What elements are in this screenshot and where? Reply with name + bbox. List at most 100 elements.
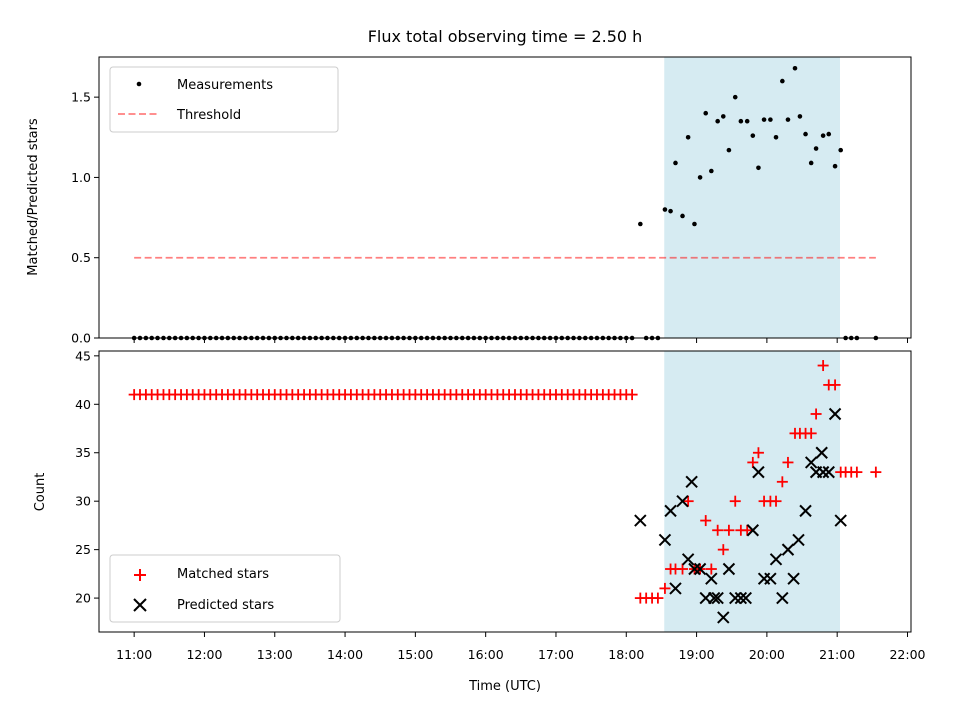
matched-stars-point [782, 456, 794, 468]
count-highlight-span [664, 351, 840, 632]
predicted-stars-point [711, 591, 724, 605]
predicted-stars-point-b [792, 533, 805, 547]
count-panel-axis: 20 25 30 35 40 45 11:00 12:00 13:00 14:00 15:00 16:… [75, 348, 925, 662]
matched-stars-point [723, 524, 735, 536]
ratio-panel-span-layer [664, 57, 840, 338]
count-y-tick-label: 25 [75, 542, 91, 557]
legend-predicted-label: Predicted stars [177, 598, 274, 613]
predicted-stars-point [746, 524, 760, 537]
measurement-point [768, 117, 773, 122]
matched-stars-point [752, 447, 764, 459]
legend-matched-marker [134, 569, 146, 581]
predicted-stars-point [688, 562, 701, 576]
predicted-stars-point-b [781, 543, 795, 556]
count-panel-legend-box [109, 554, 341, 623]
predicted-stars-point [664, 504, 677, 518]
matched-stars-point [682, 495, 694, 507]
count-panel-legend: Matched stars Predicted stars [109, 554, 341, 623]
x-tick-label: 19:00 [679, 647, 715, 662]
x-tick-label: 13:00 [257, 647, 293, 662]
matched-stars-point [626, 389, 638, 401]
predicted-stars-point-b [711, 591, 724, 605]
predicted-stars-point [739, 591, 752, 605]
matched-stars-point [747, 456, 759, 468]
predicted-stars-point-b [681, 553, 695, 566]
predicted-stars-point [669, 582, 682, 595]
measurement-point [813, 146, 819, 151]
count-y-tick-label: 45 [75, 348, 91, 363]
predicted-stars-point-b [669, 582, 682, 595]
matched-stars-point [829, 379, 841, 391]
matched-stars-point [805, 427, 817, 439]
count-panel-y-label: Count [33, 473, 48, 512]
measurement-point [715, 118, 720, 124]
predicted-stars-point-b [688, 562, 701, 576]
count-panel-marks [128, 360, 882, 624]
x-tick-label: 16:00 [468, 647, 504, 662]
x-tick-label: 22:00 [889, 647, 925, 662]
measurement-point [744, 118, 750, 124]
x-tick-label: 17:00 [538, 647, 574, 662]
predicted-stars-point [769, 553, 783, 566]
x-axis-label: Time (UTC) [468, 679, 541, 694]
matched-stars-point [717, 544, 729, 556]
ratio-panel-axis: 0.0 0.5 1.0 1.5 [71, 90, 908, 346]
predicted-stars-point-b [787, 572, 800, 585]
matched-stars-point [659, 582, 671, 594]
count-y-tick-label: 40 [75, 397, 91, 412]
x-tick-label: 20:00 [749, 647, 785, 662]
predicted-stars-point [834, 514, 847, 527]
figure-title: Flux total observing time = 2.50 h [368, 27, 643, 46]
measurement-point [673, 160, 678, 166]
x-tick-label: 15:00 [397, 647, 433, 662]
x-tick-label: 18:00 [608, 647, 644, 662]
measurement-point [780, 78, 785, 84]
predicted-stars-point [792, 533, 805, 547]
predicted-stars-point-b [746, 524, 760, 537]
count-panel-frame [98, 350, 912, 633]
legend-matched-label: Matched stars [177, 567, 269, 582]
predicted-stars-point [705, 572, 718, 585]
predicted-stars-point-b [822, 465, 835, 479]
predicted-stars-point-b [734, 591, 748, 605]
predicted-stars-point-b [634, 514, 647, 527]
matched-stars-point [817, 360, 829, 372]
ratio-highlight-span [664, 57, 840, 338]
predicted-stars-point-b [739, 591, 752, 605]
predicted-stars-point-b [769, 553, 783, 566]
predicted-stars-point-b [676, 494, 689, 508]
predicted-stars-point-b [834, 514, 847, 527]
matched-stars-point [851, 466, 863, 478]
predicted-stars-point [764, 572, 777, 585]
measurement-point [761, 117, 767, 122]
count-panel: 20 25 30 35 40 45 11:00 12:00 13:00 14:00 15:00 16:… [33, 348, 926, 694]
predicted-stars-point [634, 514, 647, 527]
x-tick-label: 21:00 [819, 647, 855, 662]
measurement-point [685, 134, 691, 140]
predicted-stars-point-b [705, 572, 718, 585]
predicted-stars-point-b [752, 465, 765, 479]
measurement-point [668, 208, 673, 214]
measurement-point [726, 147, 732, 153]
matched-stars-point [700, 515, 712, 527]
legend-predicted-marker [133, 598, 147, 612]
measurement-point [662, 207, 668, 212]
predicted-stars-point-b [816, 465, 830, 479]
measurement-point [826, 131, 832, 137]
predicted-stars-point [722, 562, 736, 576]
measurement-point [785, 117, 791, 122]
predicted-stars-point [799, 504, 812, 518]
measurement-point [820, 133, 826, 138]
predicted-stars-point [693, 562, 707, 576]
predicted-stars-point [822, 465, 835, 479]
legend-measurements-marker [136, 81, 142, 87]
predicted-stars-point-b [664, 504, 677, 518]
ratio-panel: 0.0 0.5 1.0 1.5 Matched/Predicted stars Mea… [26, 56, 912, 346]
predicted-stars-point-b [729, 591, 742, 605]
measurement-point [808, 160, 814, 166]
predicted-stars-point [752, 465, 765, 479]
predicted-stars-point-b [804, 456, 818, 469]
predicted-stars-point [776, 591, 789, 605]
ratio-panel-legend: Measurements Threshold [109, 66, 339, 133]
